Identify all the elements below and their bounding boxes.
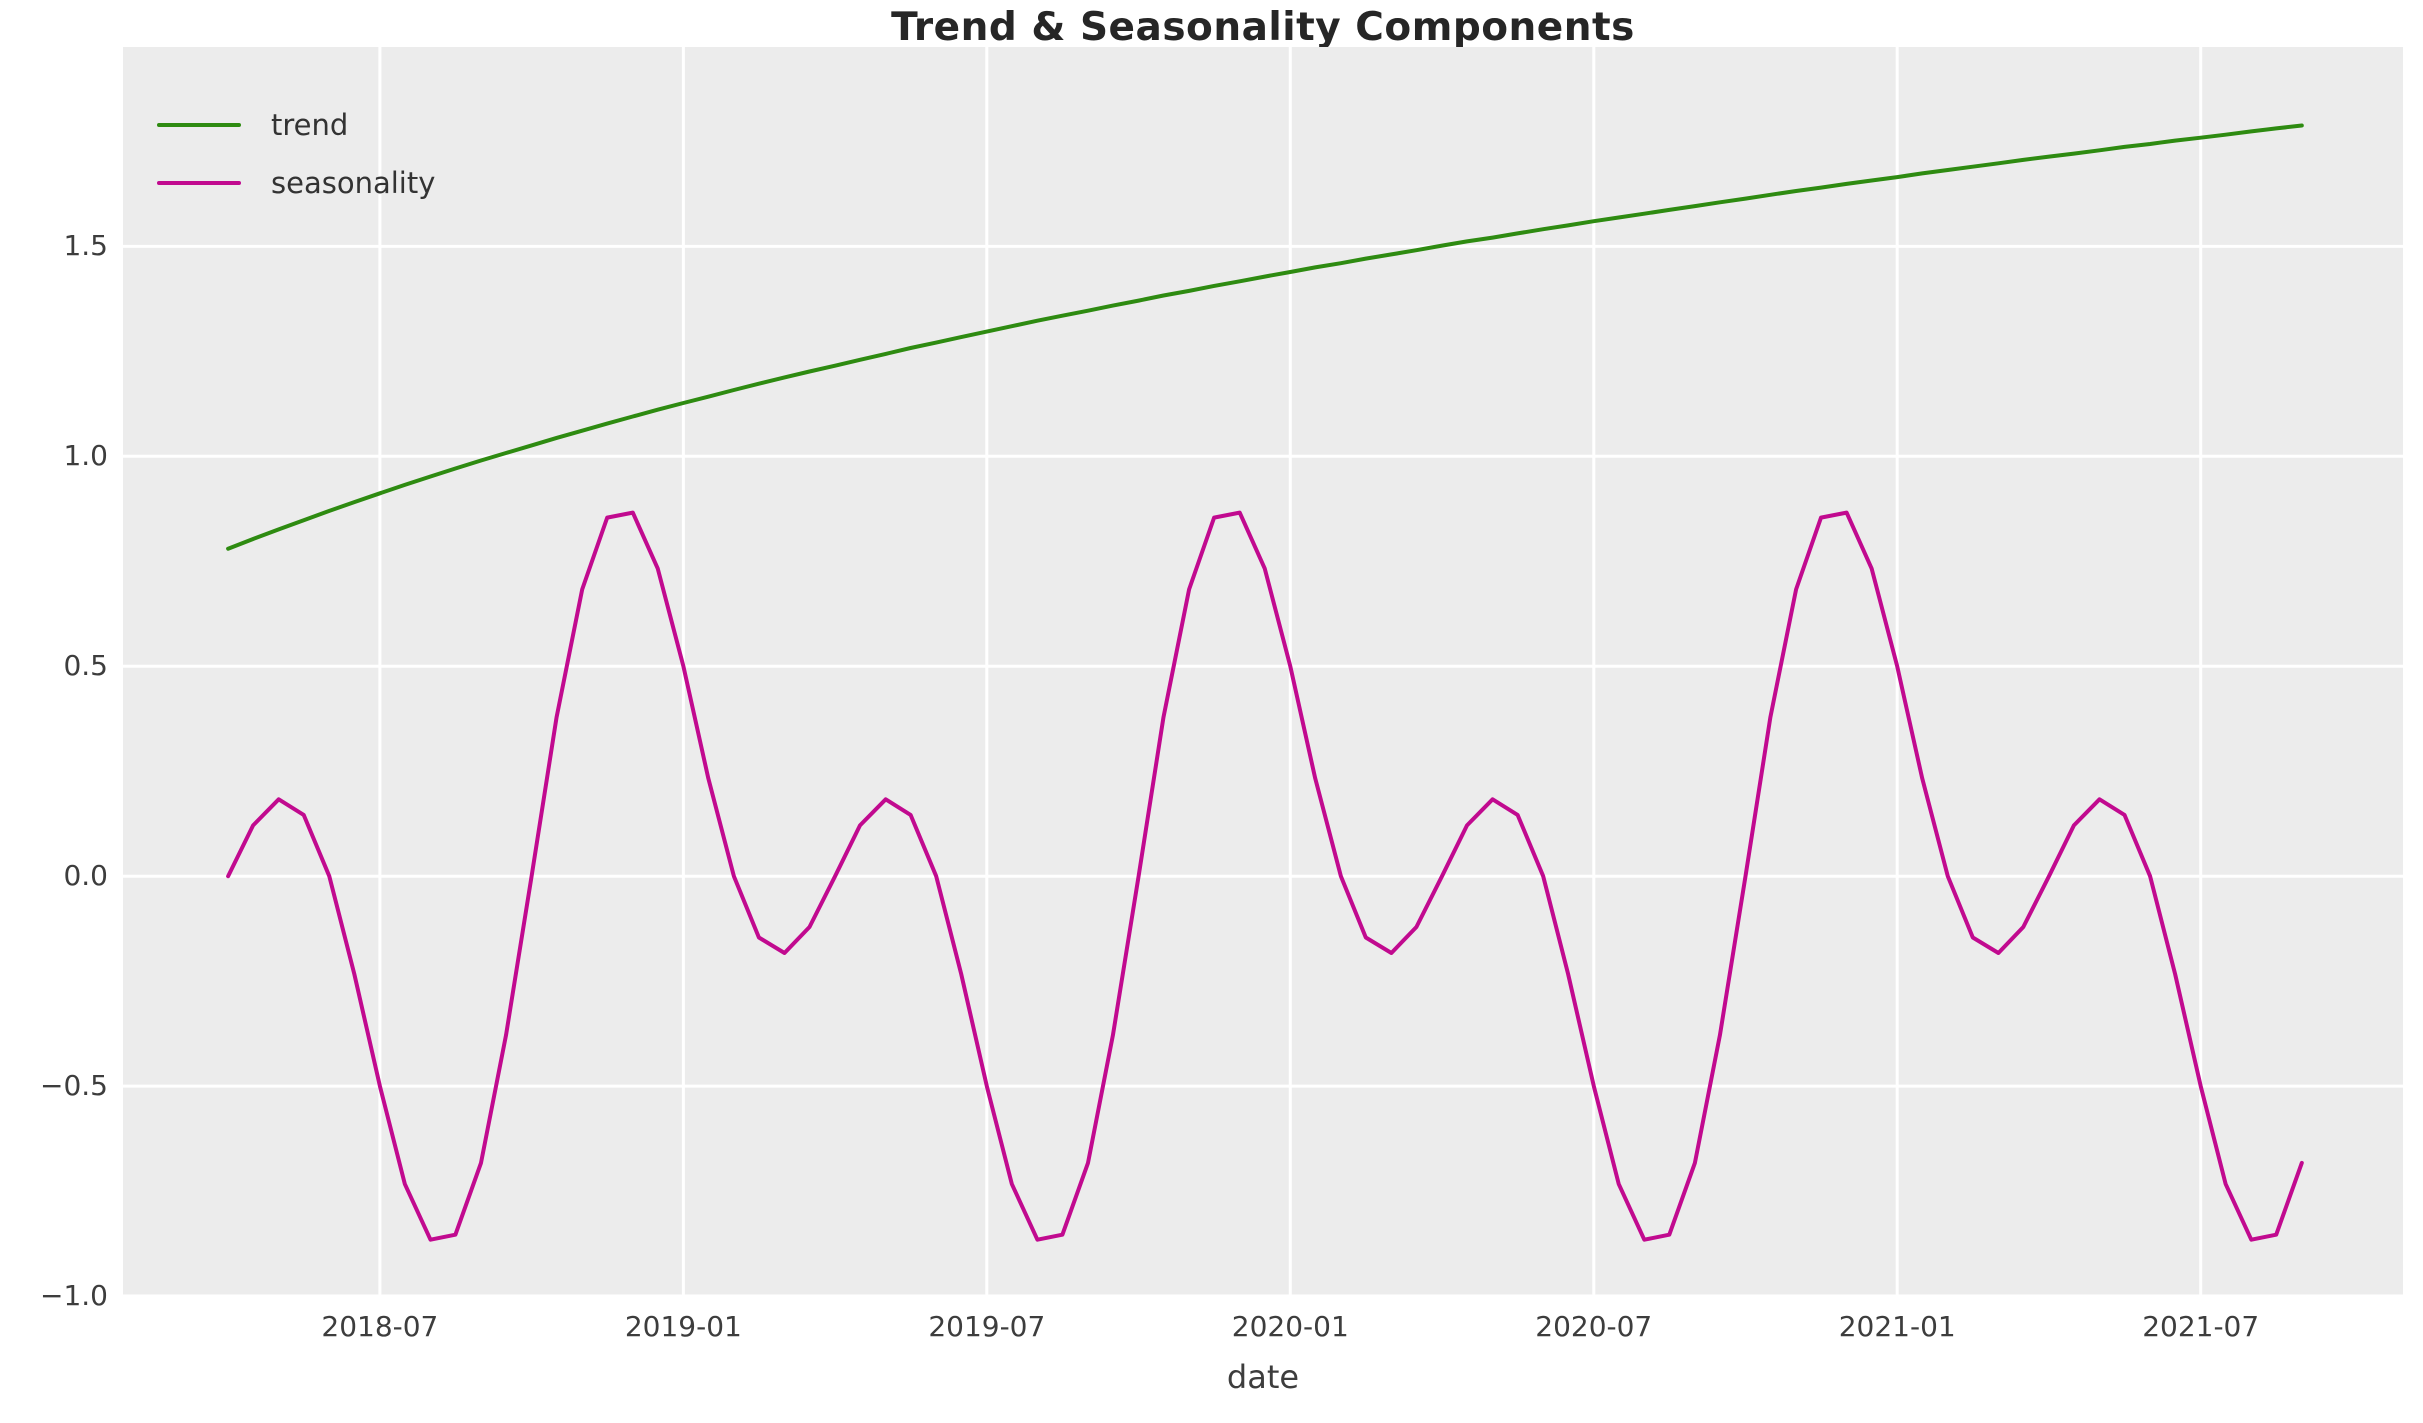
x-tick-label: 2018-07: [321, 1310, 439, 1343]
x-axis-label: date: [1226, 1358, 1300, 1396]
plot-background: [123, 47, 2403, 1296]
x-tick-label: 2020-07: [1535, 1310, 1653, 1343]
y-tick-label: −1.0: [40, 1279, 108, 1312]
legend-swatch-trend: [157, 123, 241, 127]
x-tick-label: 2021-07: [2142, 1310, 2260, 1343]
x-tick-label: 2020-01: [1231, 1310, 1349, 1343]
legend-label: trend: [271, 108, 349, 142]
legend: trend seasonality: [157, 96, 435, 212]
series-line-trend: [226, 123, 2304, 551]
x-tick-label: 2019-01: [624, 1310, 742, 1343]
chart-canvas: [123, 47, 2403, 1298]
legend-item-seasonality: seasonality: [157, 154, 435, 212]
x-tick-label: 2021-01: [1838, 1310, 1956, 1343]
y-tick-label: 0.0: [63, 859, 108, 893]
y-tick-label: 1.5: [63, 229, 108, 263]
series-line-seasonality: [226, 510, 2304, 1242]
y-tick-label: 1.0: [63, 439, 108, 473]
x-tick-label: 2019-07: [928, 1310, 1046, 1343]
legend-item-trend: trend: [157, 96, 435, 154]
chart-title: Trend & Seasonality Components: [891, 5, 1635, 50]
legend-label: seasonality: [271, 166, 436, 200]
y-tick-label: −0.5: [40, 1069, 108, 1103]
legend-swatch-seasonality: [157, 181, 241, 185]
y-tick-label: 0.5: [63, 649, 108, 683]
plot-area: [123, 47, 2403, 1298]
